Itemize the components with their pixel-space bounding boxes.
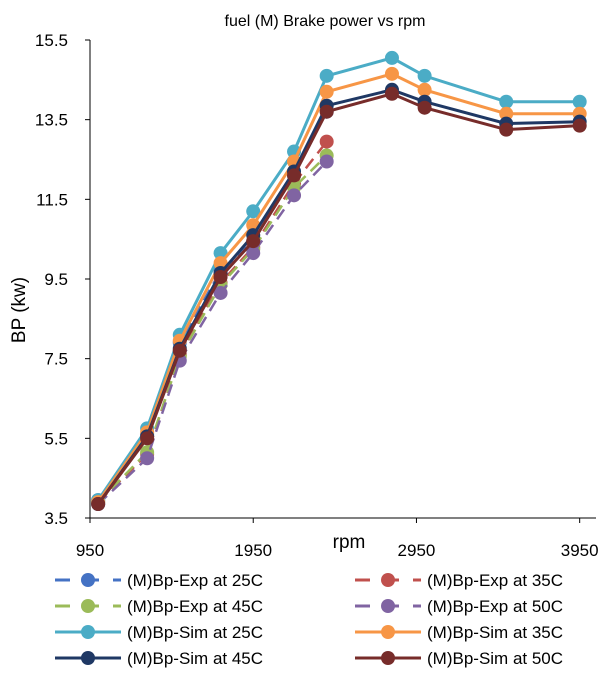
data-point	[384, 86, 399, 101]
legend-label: (M)Bp-Exp at 45C	[127, 597, 263, 616]
data-point	[499, 122, 514, 137]
legend: (M)Bp-Exp at 25C (M)Bp-Exp at 35C (M)Bp-Ex…	[55, 571, 563, 668]
x-tick-label: 2950	[398, 541, 436, 560]
legend-swatch-marker	[381, 651, 395, 665]
legend-swatch-marker	[81, 625, 95, 639]
y-tick-label: 5.5	[44, 429, 68, 448]
data-point	[319, 154, 334, 169]
legend-swatch-marker	[381, 625, 395, 639]
series-7	[91, 82, 587, 512]
x-axis-label: rpm	[333, 532, 366, 553]
data-point	[319, 134, 334, 149]
data-point	[384, 50, 399, 65]
legend-label: (M)Bp-Exp at 25C	[127, 571, 263, 590]
x-tick-label: 1950	[234, 541, 272, 560]
data-point	[499, 106, 514, 121]
chart-title: fuel (M) Brake power vs rpm	[225, 13, 426, 30]
data-point	[140, 431, 155, 446]
data-point	[319, 104, 334, 119]
data-point	[246, 234, 261, 249]
legend-swatch-marker	[81, 651, 95, 665]
x-ticks: 950 1950 2950 3950	[76, 518, 599, 560]
data-point	[319, 84, 334, 99]
series-line	[96, 72, 580, 503]
legend-swatch-marker	[381, 599, 395, 613]
y-tick-label: 7.5	[44, 350, 68, 369]
legend-item: (M)Bp-Sim at 25C	[55, 623, 263, 642]
data-point	[287, 188, 302, 203]
series-layer	[91, 50, 587, 512]
legend-item: (M)Bp-Exp at 45C	[55, 597, 263, 616]
y-tick-label: 3.5	[44, 509, 68, 528]
data-point	[287, 168, 302, 183]
data-point	[417, 68, 432, 83]
y-tick-label: 11.5	[36, 190, 68, 209]
legend-label: (M)Bp-Exp at 50C	[427, 597, 563, 616]
data-point	[384, 66, 399, 81]
legend-swatch-marker	[81, 573, 95, 587]
y-axis-label: BP (kw)	[9, 277, 30, 343]
data-point	[572, 94, 587, 109]
series-8	[91, 86, 587, 512]
data-point	[572, 118, 587, 133]
series-5	[91, 50, 587, 508]
data-point	[172, 343, 187, 358]
y-tick-label: 9.5	[44, 270, 68, 289]
legend-item: (M)Bp-Exp at 25C	[55, 571, 263, 590]
series-line	[96, 88, 580, 505]
data-point	[213, 285, 228, 300]
legend-swatch-marker	[81, 599, 95, 613]
legend-item: (M)Bp-Exp at 35C	[355, 571, 563, 590]
data-point	[213, 256, 228, 271]
legend-label: (M)Bp-Sim at 45C	[127, 649, 263, 668]
legend-label: (M)Bp-Sim at 25C	[127, 623, 263, 642]
series-line	[96, 92, 580, 505]
legend-item: (M)Bp-Sim at 45C	[55, 649, 263, 668]
data-point	[213, 246, 228, 261]
data-point	[417, 82, 432, 97]
data-point	[246, 204, 261, 219]
data-point	[140, 451, 155, 466]
data-point	[417, 100, 432, 115]
data-point	[246, 246, 261, 261]
y-ticks: 3.5 5.5 7.5 9.5 11.5 13.5 15.5	[35, 31, 90, 528]
legend-item: (M)Bp-Sim at 50C	[355, 649, 563, 668]
data-point	[91, 497, 106, 512]
legend-item: (M)Bp-Exp at 50C	[355, 597, 563, 616]
legend-label: (M)Bp-Sim at 50C	[427, 649, 563, 668]
series-6	[91, 66, 587, 510]
legend-label: (M)Bp-Exp at 35C	[427, 571, 563, 590]
legend-item: (M)Bp-Sim at 35C	[355, 623, 563, 642]
x-tick-label: 3950	[561, 541, 599, 560]
data-point	[213, 270, 228, 285]
x-tick-label: 950	[76, 541, 104, 560]
y-tick-label: 15.5	[35, 31, 68, 50]
data-point	[499, 94, 514, 109]
y-tick-label: 13.5	[35, 111, 68, 130]
legend-swatch-marker	[381, 573, 395, 587]
data-point	[319, 68, 334, 83]
legend-label: (M)Bp-Sim at 35C	[427, 623, 563, 642]
